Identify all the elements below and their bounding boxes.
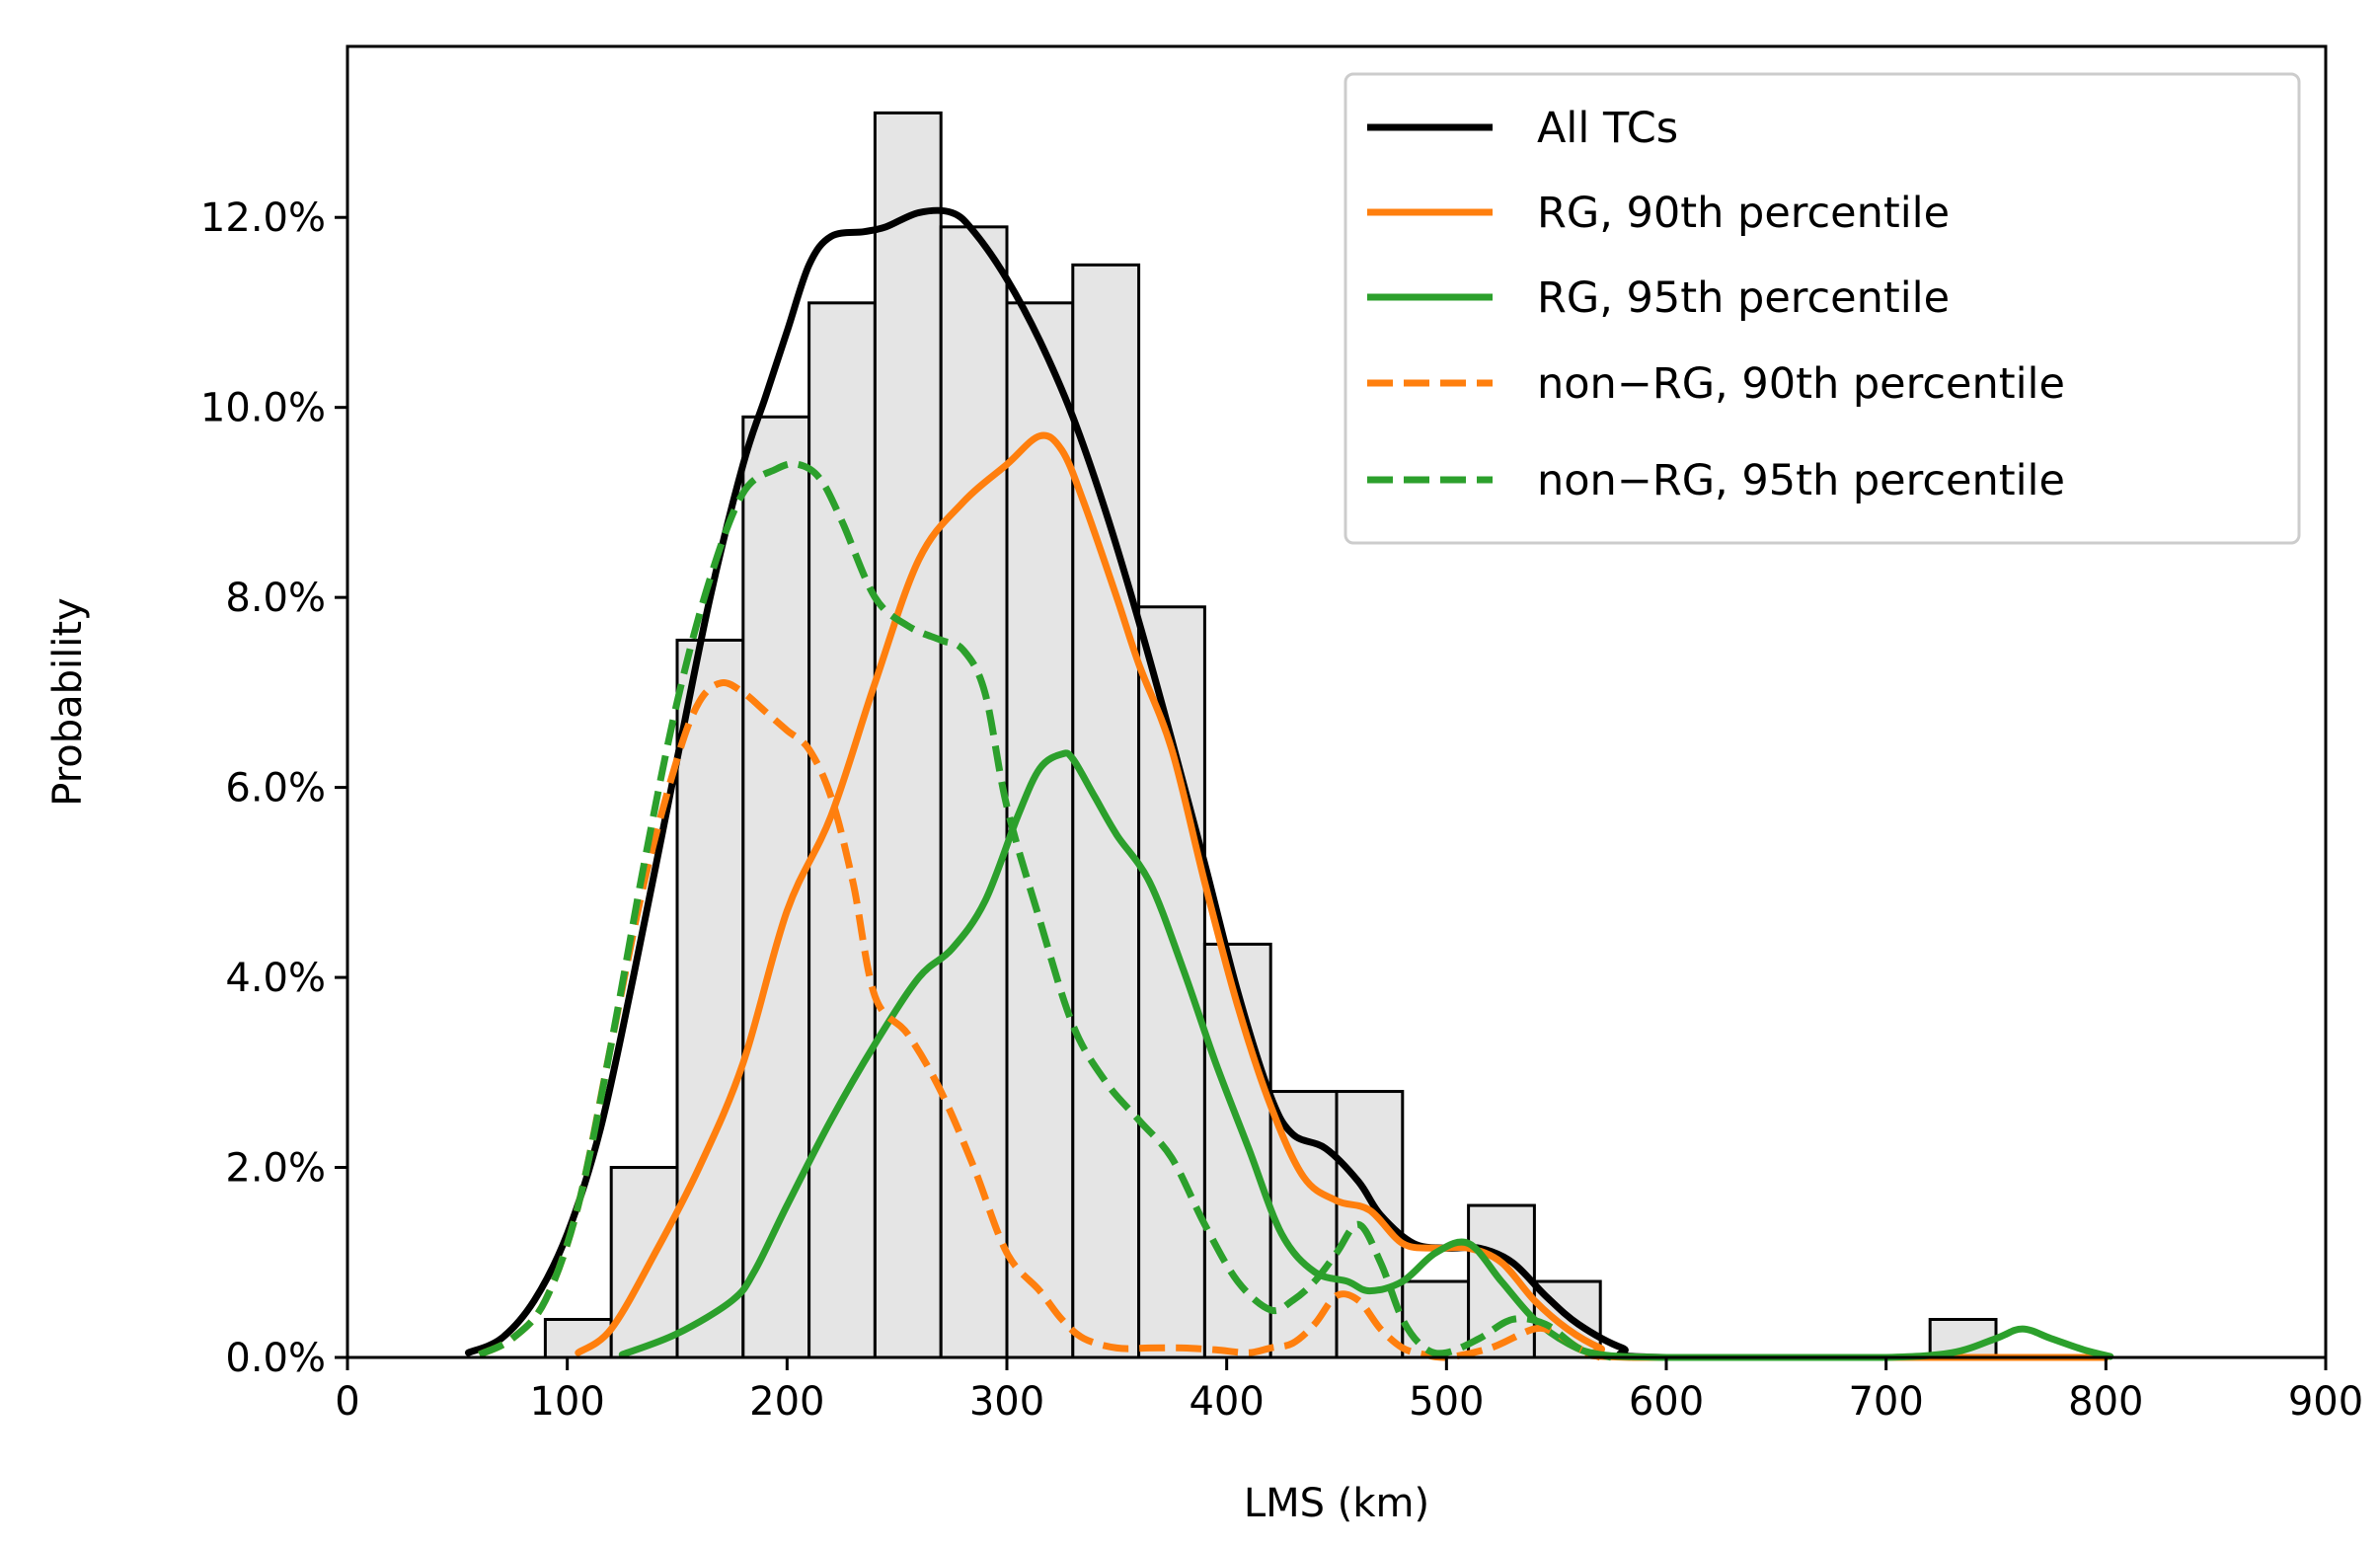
x-tick-label: 700 — [1848, 1379, 1923, 1425]
legend-label: non−RG, 95th percentile — [1537, 456, 2065, 505]
legend-label: All TCs — [1537, 104, 1678, 153]
y-axis: 0.0% 2.0% 4.0% 6.0% 8.0% 10.0% 12.0% — [200, 195, 347, 1381]
kde-line-rg-90th-percentile — [575, 431, 2110, 1361]
x-tick-label: 800 — [2068, 1379, 2143, 1425]
x-tick-label: 200 — [749, 1379, 824, 1425]
histogram-bar — [873, 111, 943, 1359]
histogram-bar — [609, 1166, 679, 1359]
legend: All TCs RG, 90th percentile RG, 95th perce… — [1344, 72, 2301, 545]
x-tick-label: 900 — [2288, 1379, 2363, 1425]
histogram-bar — [1401, 1279, 1471, 1359]
x-tick-label: 400 — [1189, 1379, 1264, 1425]
x-tick-label: 300 — [969, 1379, 1044, 1425]
histogram-bar — [939, 225, 1009, 1359]
y-axis-label: Probability — [45, 597, 91, 806]
legend-box — [1344, 72, 2301, 545]
x-axis: 0 100 200 300 400 500 600 700 800 900 — [335, 1357, 2363, 1425]
kde-line-non-rg-95th-percentile — [478, 460, 1613, 1361]
legend-label: RG, 95th percentile — [1537, 273, 1950, 323]
histogram-bar — [1137, 605, 1206, 1359]
x-tick-label: 100 — [529, 1379, 604, 1425]
histogram-bar — [675, 638, 745, 1359]
y-tick-label: 8.0% — [225, 576, 326, 621]
plot-frame — [345, 44, 2328, 1359]
x-tick-label: 500 — [1409, 1379, 1484, 1425]
y-tick-label: 12.0% — [200, 195, 326, 241]
x-tick-label: 600 — [1629, 1379, 1704, 1425]
y-tick-label: 0.0% — [225, 1336, 326, 1381]
x-axis-label: LMS (km) — [1244, 1481, 1429, 1526]
y-tick-label: 6.0% — [225, 766, 326, 812]
y-tick-label: 10.0% — [200, 386, 326, 431]
legend-label: RG, 90th percentile — [1537, 189, 1950, 238]
y-tick-label: 2.0% — [225, 1146, 326, 1192]
legend-label: non−RG, 90th percentile — [1537, 359, 2065, 409]
y-tick-label: 4.0% — [225, 956, 326, 1001]
kde-line-non-rg-90th-percentile — [478, 679, 1602, 1361]
histogram-bar — [1005, 301, 1075, 1359]
x-tick-label: 0 — [335, 1379, 359, 1425]
